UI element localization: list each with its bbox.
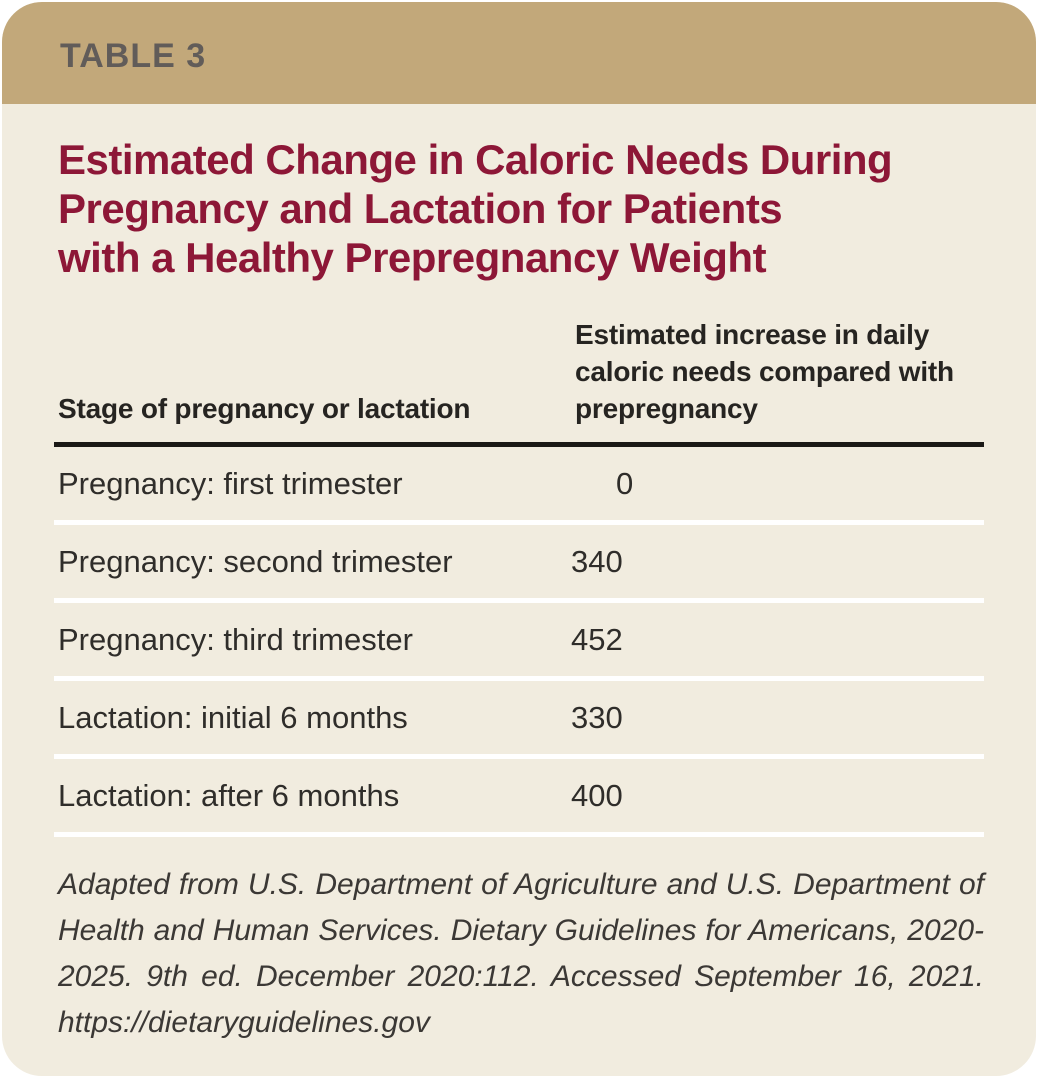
stage-cell: Pregnancy: first trimester: [58, 465, 403, 501]
column-header-caloric-increase: Estimated increase in daily caloric need…: [571, 316, 984, 427]
table-card-header: TABLE 3: [2, 2, 1036, 104]
table-title-line-2: Pregnancy and Lactation for Patients: [58, 185, 783, 232]
table-row: Pregnancy: first trimester 0: [54, 447, 984, 525]
column-header-caloric-increase-line-1: Estimated increase in daily: [575, 319, 930, 350]
table-card-body: Estimated Change in Caloric Needs During…: [2, 135, 1036, 1046]
stage-cell: Lactation: initial 6 months: [58, 699, 408, 735]
stage-cell: Pregnancy: second trimester: [58, 543, 453, 579]
stage-cell: Lactation: after 6 months: [58, 777, 400, 813]
table-title-line-3: with a Healthy Prepregnancy Weight: [58, 234, 767, 281]
value-cell: 330: [571, 699, 623, 735]
table-header-row: Stage of pregnancy or lactation Estimate…: [54, 316, 984, 447]
table-row: Lactation: initial 6 months 330: [54, 681, 984, 759]
table-row: Pregnancy: second trimester 340: [54, 525, 984, 603]
table-title: Estimated Change in Caloric Needs During…: [58, 135, 984, 282]
table-title-line-1: Estimated Change in Caloric Needs During: [58, 136, 893, 183]
stage-cell: Pregnancy: third trimester: [58, 621, 413, 657]
column-header-caloric-increase-line-3: prepregnancy: [575, 393, 758, 424]
value-cell: 340: [571, 543, 623, 579]
value-cell: 452: [571, 621, 623, 657]
source-citation: Adapted from U.S. Department of Agricult…: [58, 868, 984, 1039]
value-cell: 0: [616, 465, 634, 501]
value-cell: 400: [571, 777, 623, 813]
table-row: Pregnancy: third trimester 452: [54, 603, 984, 681]
column-header-caloric-increase-line-2: caloric needs compared with: [575, 356, 954, 387]
column-header-stage: Stage of pregnancy or lactation: [58, 393, 471, 424]
table-number-label: TABLE 3: [60, 36, 207, 75]
table-row: Lactation: after 6 months 400: [54, 759, 984, 837]
